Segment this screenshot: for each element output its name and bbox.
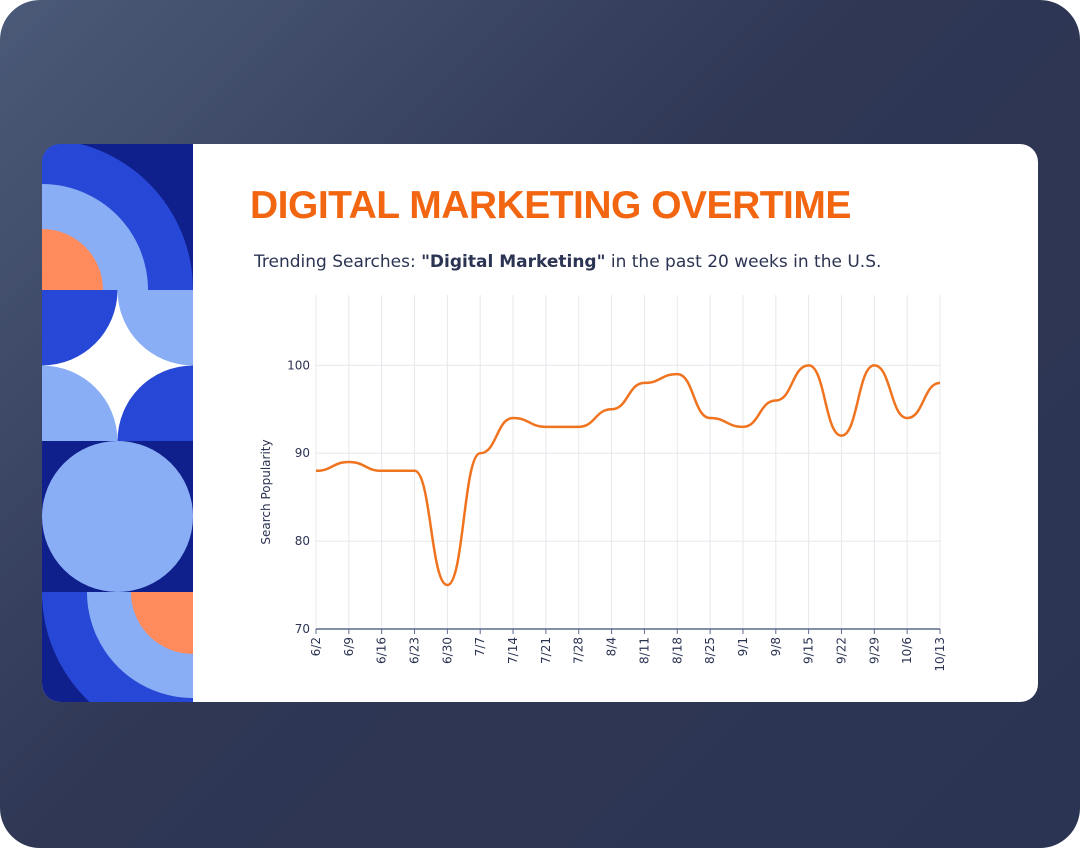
x-tick-label: 6/23 <box>408 637 422 664</box>
card: DIGITAL MARKETING OVERTIME Trending Sear… <box>42 144 1038 702</box>
subtitle-lead: Trending Searches: <box>254 252 422 272</box>
x-tick-label: 8/18 <box>670 637 684 664</box>
x-tick-label: 7/21 <box>539 637 553 664</box>
x-tick-label: 9/22 <box>834 637 848 664</box>
page-title: DIGITAL MARKETING OVERTIME <box>250 184 851 227</box>
chart: 70 80 90 100 6/2 6/9 6/16 6/23 6/30 7/7 7/14 7/21 7/… <box>259 295 947 672</box>
subtitle-emphasis: "Digital Marketing" <box>421 252 606 272</box>
line-series <box>315 364 941 587</box>
decor-panel <box>42 144 193 702</box>
x-tick-label: 6/9 <box>342 637 356 656</box>
y-tick-label: 80 <box>295 534 310 548</box>
subtitle: Trending Searches: "Digital Marketing" i… <box>254 252 881 272</box>
x-tick-label: 7/28 <box>572 637 586 664</box>
x-tick-label: 10/13 <box>933 637 947 672</box>
x-tick-label: 7/7 <box>473 637 487 656</box>
x-tick-label: 9/15 <box>802 637 816 664</box>
y-axis-label: Search Popularity <box>259 439 273 544</box>
subtitle-tail: in the past 20 weeks in the U.S. <box>605 252 882 272</box>
y-tick-label: 100 <box>287 358 310 372</box>
x-tick-label: 8/11 <box>637 637 651 664</box>
x-tick-label: 8/4 <box>605 637 619 656</box>
x-tick-label: 6/16 <box>375 637 389 664</box>
x-tick-label: 8/25 <box>703 637 717 664</box>
x-tick-label: 9/8 <box>769 637 783 656</box>
y-tick-label: 70 <box>295 622 310 636</box>
x-tick-label: 6/2 <box>309 637 323 656</box>
x-tick-label: 9/29 <box>867 637 881 664</box>
x-tick-label: 10/6 <box>900 637 914 664</box>
x-tick-label: 9/1 <box>736 637 750 656</box>
x-tick-label: 7/14 <box>506 637 520 664</box>
x-tick-label: 6/30 <box>440 637 454 664</box>
y-tick-label: 90 <box>295 446 310 460</box>
